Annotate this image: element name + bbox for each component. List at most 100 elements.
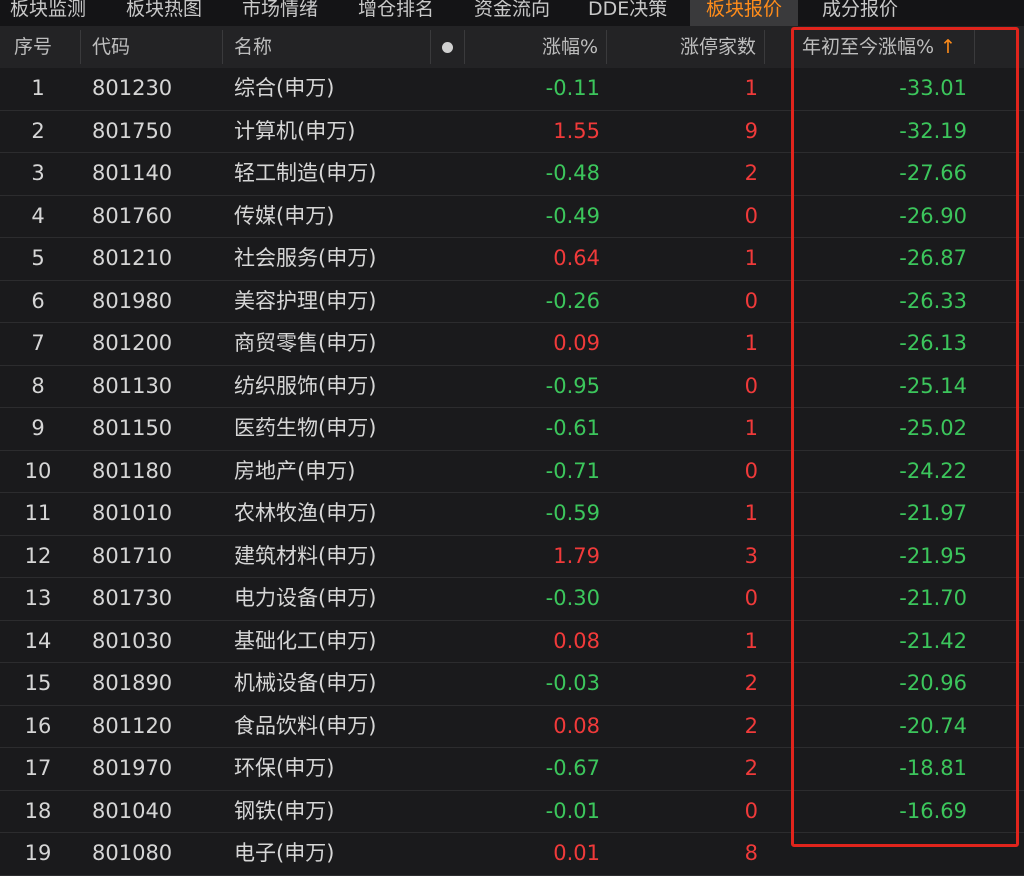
ytd-change-pct-value: -32.19 [899, 118, 967, 143]
row-index: 14 [24, 628, 52, 653]
dot-icon[interactable] [442, 42, 453, 53]
table-row[interactable]: 10 801180 房地产(申万) -0.71 0 -24.22 [0, 450, 1024, 493]
column-header-ytd-change-pct[interactable]: 年初至今涨幅% ↑ [802, 26, 956, 68]
sector-code: 801210 [92, 246, 173, 270]
limit-up-count-value: 0 [744, 586, 758, 610]
change-pct-value: -0.59 [545, 501, 600, 525]
sector-name: 建筑材料(申万) [234, 543, 377, 568]
limit-up-count-value: 1 [744, 501, 758, 525]
table-row[interactable]: 12 801710 建筑材料(申万) 1.79 3 -21.95 [0, 535, 1024, 578]
ytd-change-pct-value: -26.87 [899, 246, 967, 270]
change-pct-value: 0.08 [553, 713, 600, 738]
table-row[interactable]: 14 801030 基础化工(申万) 0.08 1 -21.42 [0, 620, 1024, 663]
change-pct-value: -0.71 [545, 458, 600, 483]
table-row[interactable]: 17 801970 环保(申万) -0.67 2 -18.81 [0, 748, 1024, 791]
column-header-limit-up-count[interactable]: 涨停家数 [679, 36, 756, 58]
sector-code: 801730 [92, 586, 173, 610]
column-header-index[interactable]: 序号 [14, 36, 53, 58]
change-pct-value: -0.61 [545, 416, 600, 440]
ytd-change-pct-value: -21.97 [899, 501, 967, 525]
change-pct-value: -0.30 [545, 586, 600, 610]
row-index: 8 [31, 373, 45, 398]
table-row[interactable]: 9 801150 医药生物(申万) -0.61 1 -25.02 [0, 408, 1024, 451]
table-row[interactable]: 7 801200 商贸零售(申万) 0.09 1 -26.13 [0, 323, 1024, 366]
table-row[interactable]: 8 801130 纺织服饰(申万) -0.95 0 -25.14 [0, 365, 1024, 408]
row-index: 10 [24, 458, 52, 483]
sector-code: 801030 [92, 628, 173, 653]
sector-code: 801230 [92, 76, 173, 100]
tab-market-sentiment[interactable]: 市场情绪 [242, 0, 319, 20]
tab-sector-quotes[interactable]: 板块报价 [690, 0, 799, 26]
change-pct-value: 0.08 [553, 628, 600, 653]
table-row[interactable]: 19 801080 电子(申万) 0.01 8 [0, 833, 1024, 876]
column-divider [464, 30, 465, 64]
limit-up-count-value: 8 [744, 841, 758, 865]
sector-name: 医药生物(申万) [234, 416, 377, 440]
change-pct-value: -0.26 [545, 288, 600, 313]
table-row[interactable]: 11 801010 农林牧渔(申万) -0.59 1 -21.97 [0, 493, 1024, 536]
tab-capital-flow[interactable]: 资金流向 [474, 0, 551, 20]
sector-name: 电子(申万) [234, 841, 335, 865]
sector-name: 美容护理(申万) [234, 288, 377, 313]
limit-up-count-value: 1 [744, 331, 758, 355]
table-row[interactable]: 4 801760 传媒(申万) -0.49 0 -26.90 [0, 195, 1024, 238]
table-row[interactable]: 5 801210 社会服务(申万) 0.64 1 -26.87 [0, 238, 1024, 281]
change-pct-value: -0.11 [545, 76, 600, 100]
column-header-code[interactable]: 代码 [92, 36, 131, 58]
row-index: 17 [24, 756, 52, 780]
sector-name: 纺织服饰(申万) [234, 373, 377, 398]
table-row[interactable]: 16 801120 食品饮料(申万) 0.08 2 -20.74 [0, 705, 1024, 748]
limit-up-count-value: 1 [744, 416, 758, 440]
row-index: 9 [31, 416, 45, 440]
ytd-change-pct-value: -25.14 [899, 373, 967, 398]
sector-name: 传媒(申万) [234, 203, 335, 228]
tab-position-ranking[interactable]: 增仓排名 [358, 0, 435, 20]
change-pct-value: -0.48 [545, 161, 600, 185]
sector-name: 基础化工(申万) [234, 628, 377, 653]
row-index: 6 [31, 288, 45, 313]
table-row[interactable]: 6 801980 美容护理(申万) -0.26 0 -26.33 [0, 280, 1024, 323]
sort-ascending-icon[interactable]: ↑ [940, 36, 956, 58]
column-header-change-pct[interactable]: 涨幅% [541, 36, 598, 58]
limit-up-count-value: 1 [744, 246, 758, 270]
row-index: 12 [24, 543, 52, 568]
sector-code: 801010 [92, 501, 173, 525]
tab-constituent-quotes[interactable]: 成分报价 [822, 0, 899, 20]
table-row[interactable]: 15 801890 机械设备(申万) -0.03 2 -20.96 [0, 663, 1024, 706]
row-index: 1 [31, 76, 45, 100]
sector-name: 机械设备(申万) [234, 671, 377, 695]
sector-code: 801040 [92, 798, 173, 823]
table-row[interactable]: 2 801750 计算机(申万) 1.55 9 -32.19 [0, 110, 1024, 153]
row-index: 5 [31, 246, 45, 270]
column-divider [764, 30, 765, 64]
column-divider [974, 30, 975, 64]
sector-name: 轻工制造(申万) [234, 161, 377, 185]
row-index: 16 [24, 713, 52, 738]
row-index: 19 [24, 841, 52, 865]
sector-code: 801760 [92, 203, 173, 228]
table-row[interactable]: 3 801140 轻工制造(申万) -0.48 2 -27.66 [0, 153, 1024, 196]
sector-name: 钢铁(申万) [234, 798, 335, 823]
table-header: 序号 代码 名称 涨幅% 涨停家数 年初至今涨幅% ↑ [0, 26, 1024, 69]
sector-name: 计算机(申万) [234, 118, 356, 143]
table-row[interactable]: 13 801730 电力设备(申万) -0.30 0 -21.70 [0, 578, 1024, 621]
change-pct-value: -0.49 [545, 203, 600, 228]
change-pct-value: -0.01 [545, 798, 600, 823]
table-row[interactable]: 18 801040 钢铁(申万) -0.01 0 -16.69 [0, 790, 1024, 833]
change-pct-value: -0.95 [545, 373, 600, 398]
sector-code: 801710 [92, 543, 173, 568]
tab-dde-decision[interactable]: DDE决策 [588, 0, 668, 20]
table-row[interactable]: 1 801230 综合(申万) -0.11 1 -33.01 [0, 68, 1024, 111]
row-index: 4 [31, 203, 45, 228]
column-header-name[interactable]: 名称 [234, 36, 273, 58]
ytd-change-pct-value: -21.70 [899, 586, 967, 610]
sector-code: 801180 [92, 458, 173, 483]
tab-sector-heatmap[interactable]: 板块热图 [126, 0, 203, 20]
limit-up-count-value: 2 [744, 756, 758, 780]
limit-up-count-value: 2 [744, 713, 758, 738]
sector-code: 801200 [92, 331, 173, 355]
sector-code: 801150 [92, 416, 173, 440]
tab-sector-monitor[interactable]: 板块监测 [10, 0, 87, 20]
ytd-change-pct-value: -26.33 [899, 288, 967, 313]
limit-up-count-value: 1 [744, 628, 758, 653]
